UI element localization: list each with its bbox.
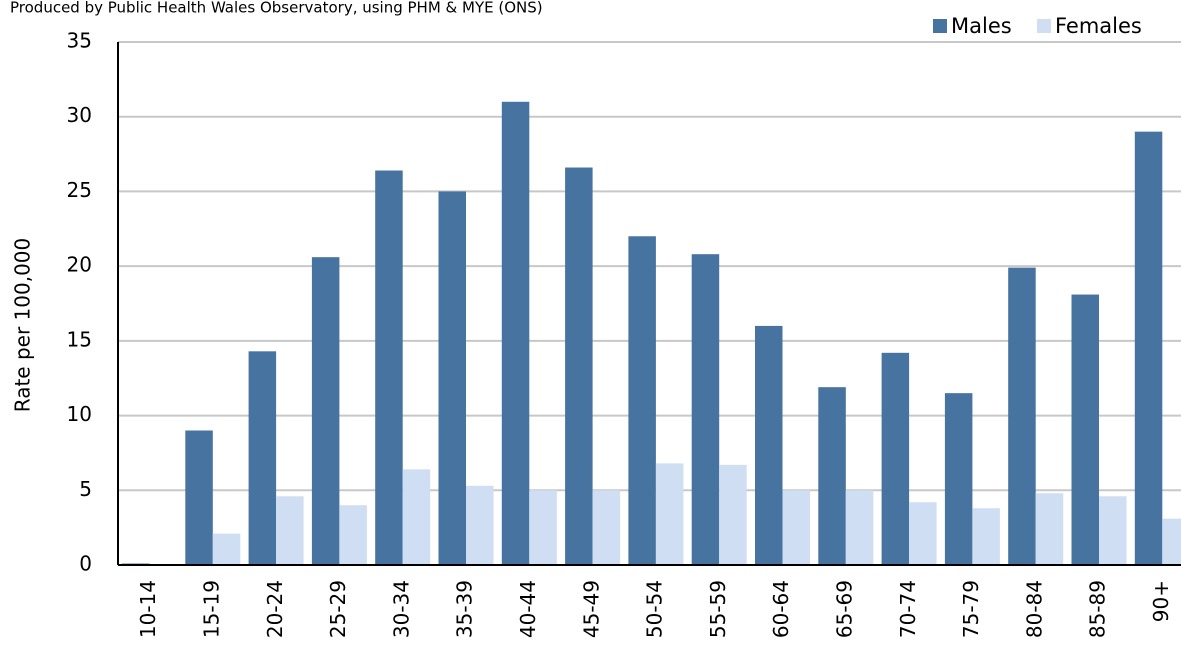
y-tick-label: 30: [67, 103, 92, 127]
x-tick-label: 25-29: [326, 580, 350, 638]
y-tick-label: 25: [67, 178, 92, 202]
bar: [909, 502, 937, 565]
bar: [375, 170, 403, 565]
bar: [438, 191, 466, 565]
x-tick-label: 45-49: [579, 580, 603, 638]
x-tick-label: 30-34: [389, 580, 413, 638]
y-tick-label: 0: [79, 552, 92, 576]
bar: [845, 490, 874, 565]
x-tick-label: 15-19: [199, 580, 223, 638]
y-tick-label: 35: [67, 29, 92, 53]
bar: [466, 485, 494, 565]
bar: [185, 430, 213, 565]
x-tick-label: 85-89: [1086, 580, 1110, 638]
bar: [691, 254, 720, 565]
bar: [1071, 294, 1099, 565]
legend-swatch: [933, 19, 947, 33]
legend-swatch: [1037, 19, 1051, 33]
bar: [655, 463, 684, 565]
bar: [944, 393, 973, 565]
bars: [122, 101, 1181, 566]
x-tick-label: 90+: [1149, 580, 1173, 622]
x-tick-label: 20-24: [263, 580, 287, 638]
legend-label: Females: [1055, 14, 1142, 38]
bar: [402, 469, 431, 565]
bar: [565, 167, 593, 565]
bar: [972, 508, 1000, 565]
bar: [339, 505, 367, 565]
bar: [782, 490, 810, 565]
x-tick-label: 60-64: [769, 580, 793, 638]
y-tick-label: 10: [67, 402, 92, 426]
bar: [719, 464, 747, 565]
bar: [1134, 131, 1163, 565]
bar: [248, 351, 277, 565]
bar: [1035, 493, 1064, 565]
bar: [501, 101, 530, 566]
x-tick-label: 35-39: [453, 580, 477, 638]
bar: [529, 490, 557, 565]
x-tick-label: 40-44: [516, 580, 540, 638]
y-tick-label: 20: [67, 253, 92, 277]
bar: [212, 533, 241, 565]
bar: [1099, 496, 1127, 565]
bar: [755, 325, 783, 565]
y-tick-label: 5: [79, 477, 92, 501]
x-tick-label: 80-84: [1022, 580, 1046, 638]
legend-label: Males: [951, 14, 1012, 38]
bar: [276, 496, 304, 565]
x-tick-label: 65-69: [832, 580, 856, 638]
bar: [1162, 518, 1181, 565]
legend: Males Females: [933, 14, 1142, 38]
bar: [628, 236, 656, 565]
bar: [1008, 267, 1036, 565]
x-tick-label: 75-79: [959, 580, 983, 638]
x-tick-label: 55-59: [706, 580, 730, 638]
chart-subtitle: Produced by Public Health Wales Observat…: [10, 0, 543, 17]
bar: [592, 490, 621, 565]
y-tick-label: 15: [67, 327, 92, 351]
bar: [881, 352, 910, 565]
x-tick-label: 50-54: [643, 580, 667, 638]
y-axis-title: Rate per 100,000: [11, 238, 35, 413]
axes: 0 5 10 15 20 25 30 35 10-14 15-19 20-24 25-29 30-34 3…: [67, 29, 1181, 638]
x-tick-label: 70-74: [896, 580, 920, 638]
bar: [311, 257, 340, 565]
bar: [818, 387, 846, 565]
x-tick-label: 10-14: [136, 580, 160, 638]
